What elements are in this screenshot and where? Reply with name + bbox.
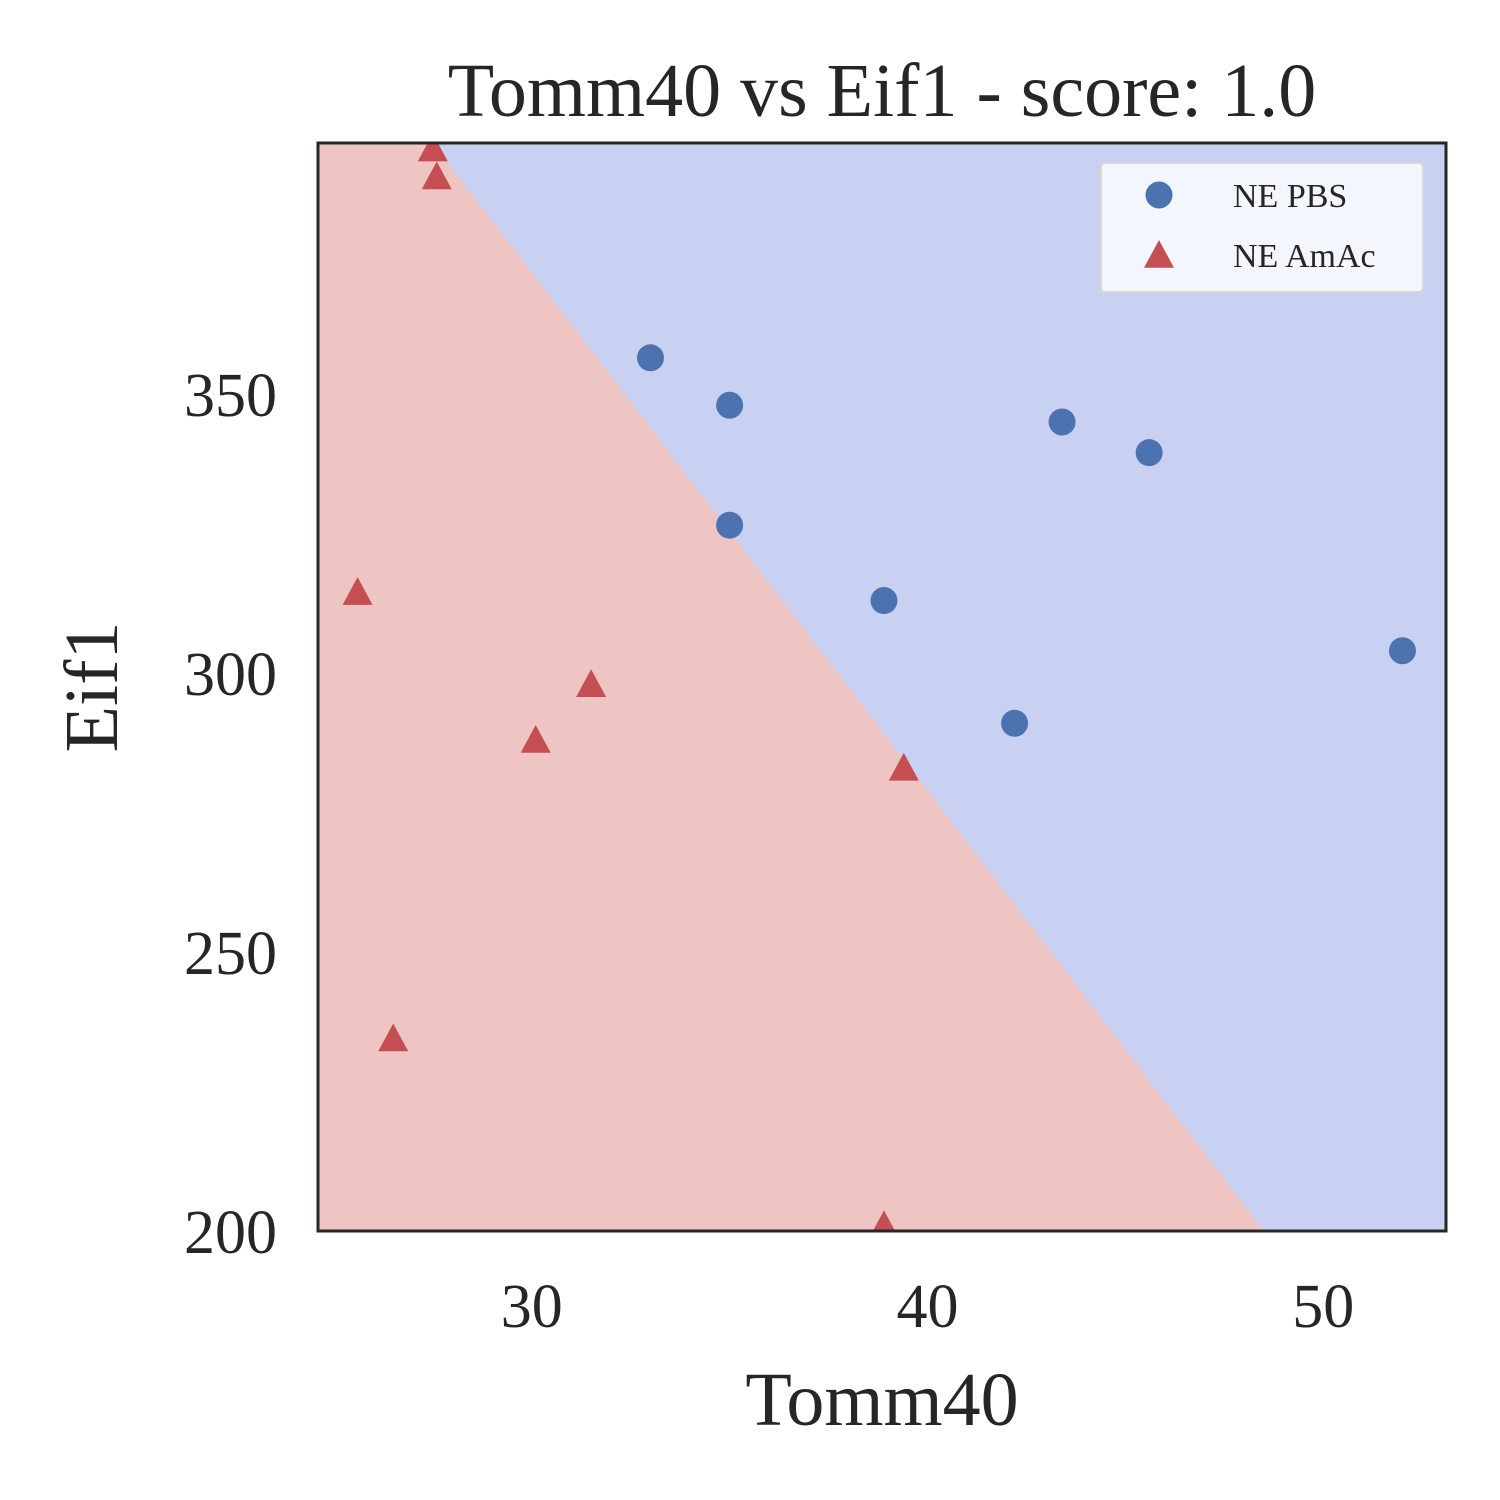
legend-ne-amac-label: NE AmAc <box>1233 238 1376 275</box>
legend-ne-amac-marker <box>1144 240 1174 268</box>
region-ne-amac <box>318 143 1264 1231</box>
plot-frame <box>316 141 1448 1233</box>
ne-amac-point-1 <box>417 143 448 162</box>
ne-pbs-point-5 <box>1001 709 1029 737</box>
x-tick-40: 40 <box>897 1273 959 1341</box>
y-tick-350: 350 <box>184 362 277 430</box>
ne-pbs-point-7 <box>1135 439 1163 467</box>
legend-ne-pbs-label: NE PBS <box>1233 178 1347 215</box>
y-axis-label: Eif1 <box>50 622 134 753</box>
ne-pbs-point-2 <box>716 391 744 419</box>
ne-pbs-point-8 <box>1388 637 1416 665</box>
legend: NE PBS NE AmAc <box>1100 162 1424 293</box>
ne-pbs-point-6 <box>1048 408 1076 436</box>
ne-pbs-point-4 <box>870 587 898 615</box>
y-axis-ticks: 200 250 300 350 <box>184 362 277 1267</box>
ne-amac-point-8 <box>872 1210 896 1231</box>
y-tick-300: 300 <box>184 641 277 709</box>
x-tick-30: 30 <box>501 1273 563 1341</box>
ne-amac-point-3 <box>342 577 373 605</box>
legend-box <box>1100 162 1424 293</box>
ne-pbs-point-3 <box>716 511 744 539</box>
y-tick-250: 250 <box>184 920 277 988</box>
x-axis-ticks: 30 40 50 <box>501 1273 1355 1341</box>
ne-amac-point-7 <box>378 1023 409 1052</box>
x-axis-label: Tomm40 <box>745 1358 1018 1442</box>
ne-amac-point-6 <box>888 752 919 781</box>
ne-amac-point-5 <box>520 725 551 753</box>
ne-pbs-point-1 <box>636 344 664 372</box>
legend-ne-pbs-marker <box>1145 181 1173 209</box>
y-tick-200: 200 <box>184 1199 277 1267</box>
x-tick-50: 50 <box>1292 1273 1354 1341</box>
ne-amac-point-4 <box>576 669 607 697</box>
data-points <box>342 143 1416 1231</box>
chart-title: Tomm40 vs Eif1 - score: 1.0 <box>448 49 1317 133</box>
ne-amac-point-2 <box>421 161 452 190</box>
